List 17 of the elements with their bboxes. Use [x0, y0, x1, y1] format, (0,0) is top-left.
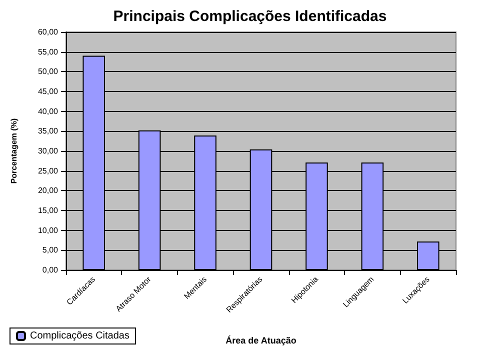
y-tick-label: 40,00: [38, 106, 59, 116]
y-tick-label: 60,00: [38, 28, 59, 36]
y-tick-label: 45,00: [38, 87, 59, 96]
y-tick-label: 30,00: [38, 146, 59, 156]
y-tick-label: 25,00: [38, 166, 59, 176]
chart-title: Principais Complicações Identificadas: [113, 8, 387, 25]
y-axis-title: Porcentagem (%): [10, 118, 18, 184]
y-tick-label: 20,00: [38, 186, 59, 196]
y-tick-label: 50,00: [38, 67, 59, 76]
legend-label: Complicações Citadas: [30, 330, 130, 342]
y-tick-label: 15,00: [38, 206, 59, 215]
y-tick-label: 35,00: [38, 126, 59, 136]
x-axis-title: Área de Atuação: [226, 336, 297, 346]
y-tick-label: 55,00: [38, 47, 59, 56]
y-tick-label: 5,00: [42, 246, 59, 255]
y-tick-label: 10,00: [38, 226, 59, 235]
y-tick-label: 0,00: [42, 266, 59, 274]
